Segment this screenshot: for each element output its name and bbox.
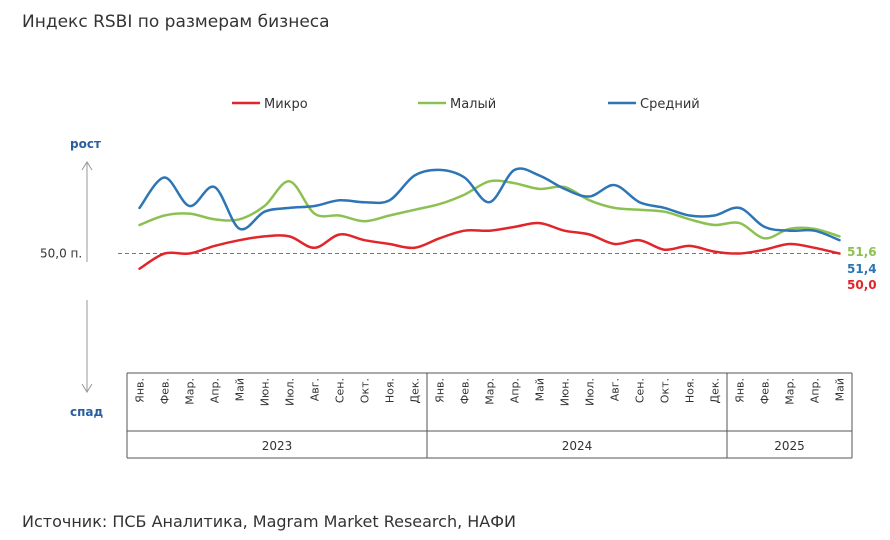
end-value-label: 50,0: [847, 278, 877, 292]
series-line-micro: [138, 221, 841, 270]
series-line-small: [138, 179, 841, 240]
month-label: Янв.: [434, 378, 447, 403]
month-label: Мар.: [484, 378, 497, 405]
legend: Микро Малый Средний: [232, 97, 700, 112]
year-label: 2025: [774, 439, 805, 453]
month-label: Дек.: [709, 378, 722, 404]
month-label: Авг.: [309, 378, 322, 401]
month-label: Апр.: [209, 378, 222, 403]
month-label: Июл.: [284, 378, 297, 406]
month-label: Май: [834, 378, 847, 401]
month-label: Апр.: [809, 378, 822, 403]
month-label: Дек.: [409, 378, 422, 404]
month-label: Июн.: [559, 378, 572, 406]
month-label: Сен.: [634, 378, 647, 403]
month-label: Янв.: [134, 378, 147, 403]
axis-bottom-label: спад: [70, 405, 104, 419]
y-axis: рост спад: [70, 137, 104, 419]
source-note: Источник: ПСБ Аналитика, Magram Market R…: [22, 512, 516, 531]
reference-line-label: 50,0 п.: [40, 247, 82, 261]
month-label: Окт.: [359, 378, 372, 403]
month-label: Фев.: [759, 378, 772, 404]
month-label: Ноя.: [684, 378, 697, 403]
year-label: 2023: [262, 439, 293, 453]
series-line-medium: [138, 167, 841, 242]
month-label: Мар.: [784, 378, 797, 405]
month-label: Фев.: [459, 378, 472, 404]
year-label: 2024: [562, 439, 593, 453]
month-label: Июл.: [584, 378, 597, 406]
series-group: [138, 167, 841, 270]
month-label: Май: [234, 378, 247, 401]
legend-label: Малый: [450, 97, 496, 112]
end-value-label: 51,6: [847, 245, 877, 259]
month-label: Авг.: [609, 378, 622, 401]
axis-up-arrowhead: [81, 161, 93, 171]
month-label: Янв.: [734, 378, 747, 403]
chart-title: Индекс RSBI по размерам бизнеса: [22, 12, 330, 32]
x-axis-table: Янв. Фев. Мар. Апр. Май Июн. Июл. Авг. Сен. Окт. Н…: [126, 372, 853, 459]
axis-top-label: рост: [70, 137, 101, 151]
axis-down-arrowhead: [81, 383, 93, 393]
month-label: Май: [534, 378, 547, 401]
month-label: Ноя.: [384, 378, 397, 403]
month-label: Сен.: [334, 378, 347, 403]
legend-label: Микро: [264, 97, 308, 112]
month-label: Фев.: [159, 378, 172, 404]
end-labels: 50,0 51,6 51,4: [847, 245, 877, 292]
month-label: Апр.: [509, 378, 522, 403]
end-value-label: 51,4: [847, 262, 877, 276]
month-label: Июн.: [259, 378, 272, 406]
reference-line: 50,0 п.: [40, 247, 838, 261]
month-label: Окт.: [659, 378, 672, 403]
legend-label: Средний: [640, 97, 700, 112]
month-label: Мар.: [184, 378, 197, 405]
